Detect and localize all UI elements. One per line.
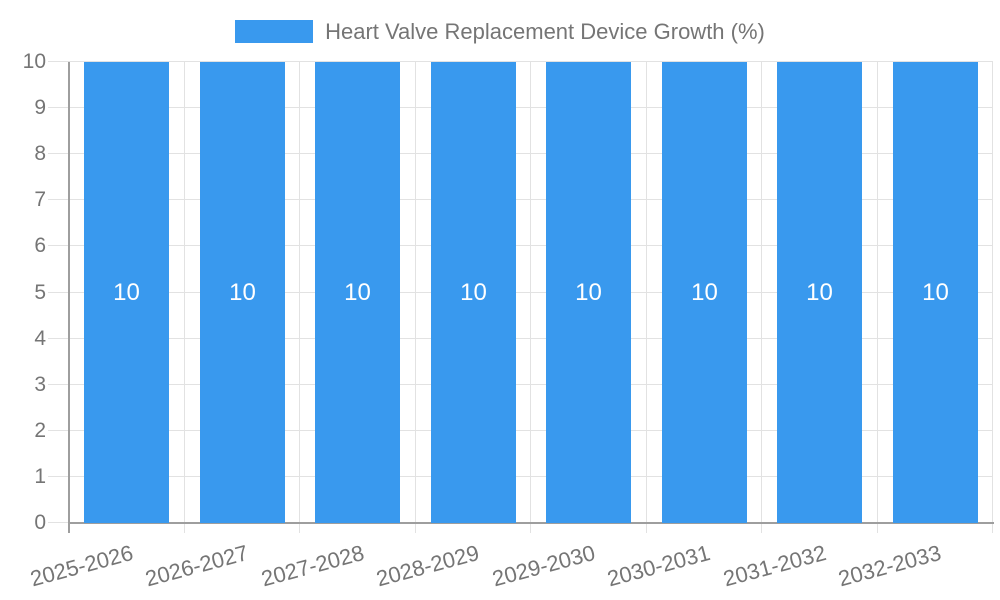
bar[interactable] bbox=[893, 62, 978, 523]
y-gridline bbox=[69, 384, 993, 385]
y-axis-tick bbox=[48, 292, 69, 293]
y-axis-tick-label: 4 bbox=[34, 327, 46, 350]
x-gridline bbox=[992, 62, 993, 523]
x-axis-tick-label: 2032-2033 bbox=[835, 540, 944, 592]
x-axis-tick bbox=[184, 523, 185, 533]
x-axis-tick bbox=[992, 523, 993, 533]
legend-swatch-icon bbox=[235, 20, 314, 43]
x-gridline bbox=[415, 62, 416, 523]
x-gridline bbox=[877, 62, 878, 523]
x-axis-tick-label: 2029-2030 bbox=[489, 540, 598, 592]
bar-value-label: 10 bbox=[229, 279, 256, 306]
bar-value-label: 10 bbox=[922, 279, 949, 306]
x-axis-tick-label: 2027-2028 bbox=[258, 540, 367, 592]
y-axis-tick bbox=[48, 61, 69, 62]
y-axis-tick bbox=[48, 153, 69, 154]
x-axis-tick bbox=[530, 523, 531, 533]
y-axis-tick-label: 9 bbox=[34, 96, 46, 119]
x-axis-tick bbox=[299, 523, 300, 533]
y-axis-tick-label: 10 bbox=[22, 50, 46, 73]
y-gridline bbox=[69, 107, 993, 108]
y-gridline bbox=[69, 476, 993, 477]
bar-value-label: 10 bbox=[575, 279, 602, 306]
bar-value-label: 10 bbox=[460, 279, 487, 306]
y-axis-tick-label: 3 bbox=[34, 373, 46, 396]
x-axis-tick bbox=[877, 523, 878, 533]
y-axis-line bbox=[68, 62, 70, 533]
x-gridline bbox=[646, 62, 647, 523]
bar-value-label: 10 bbox=[113, 279, 140, 306]
x-axis-line bbox=[68, 522, 994, 524]
x-axis-tick-label: 2030-2031 bbox=[604, 540, 713, 592]
y-axis-tick-label: 0 bbox=[34, 511, 46, 534]
y-axis-tick bbox=[48, 476, 69, 477]
y-gridline bbox=[69, 292, 993, 293]
bar[interactable] bbox=[662, 62, 747, 523]
x-axis-tick-label: 2026-2027 bbox=[142, 540, 251, 592]
y-axis-tick-label: 8 bbox=[34, 142, 46, 165]
x-gridline bbox=[530, 62, 531, 523]
y-axis-tick bbox=[48, 107, 69, 108]
bar[interactable] bbox=[84, 62, 169, 523]
y-gridline bbox=[69, 430, 993, 431]
y-axis-tick-label: 1 bbox=[34, 465, 46, 488]
y-gridline bbox=[69, 199, 993, 200]
bar[interactable] bbox=[777, 62, 862, 523]
y-gridline bbox=[69, 245, 993, 246]
y-gridline bbox=[69, 338, 993, 339]
bar-value-label: 10 bbox=[344, 279, 371, 306]
x-axis-tick-label: 2025-2026 bbox=[27, 540, 136, 592]
y-axis-tick-label: 2 bbox=[34, 419, 46, 442]
y-axis-tick bbox=[48, 430, 69, 431]
chart-legend[interactable]: Heart Valve Replacement Device Growth (%… bbox=[0, 20, 1000, 43]
y-axis-tick-label: 6 bbox=[34, 234, 46, 257]
bar-value-label: 10 bbox=[691, 279, 718, 306]
y-axis-tick bbox=[48, 199, 69, 200]
x-gridline bbox=[299, 62, 300, 523]
x-axis-tick bbox=[761, 523, 762, 533]
x-gridline bbox=[761, 62, 762, 523]
x-axis-tick bbox=[415, 523, 416, 533]
bar[interactable] bbox=[546, 62, 631, 523]
y-axis-tick-label: 7 bbox=[34, 188, 46, 211]
y-gridline bbox=[69, 61, 993, 62]
y-axis-tick bbox=[48, 522, 69, 523]
x-axis-tick bbox=[646, 523, 647, 533]
y-axis-tick bbox=[48, 384, 69, 385]
x-axis-tick-label: 2028-2029 bbox=[373, 540, 482, 592]
bar[interactable] bbox=[431, 62, 516, 523]
x-gridline bbox=[184, 62, 185, 523]
bar[interactable] bbox=[315, 62, 400, 523]
y-axis-tick-label: 5 bbox=[34, 281, 46, 304]
bar[interactable] bbox=[200, 62, 285, 523]
chart-title: Heart Valve Replacement Device Growth (%… bbox=[325, 19, 765, 44]
y-axis-tick bbox=[48, 338, 69, 339]
bar-value-label: 10 bbox=[806, 279, 833, 306]
y-gridline bbox=[69, 153, 993, 154]
x-axis-tick-label: 2031-2032 bbox=[720, 540, 829, 592]
y-axis-tick bbox=[48, 245, 69, 246]
